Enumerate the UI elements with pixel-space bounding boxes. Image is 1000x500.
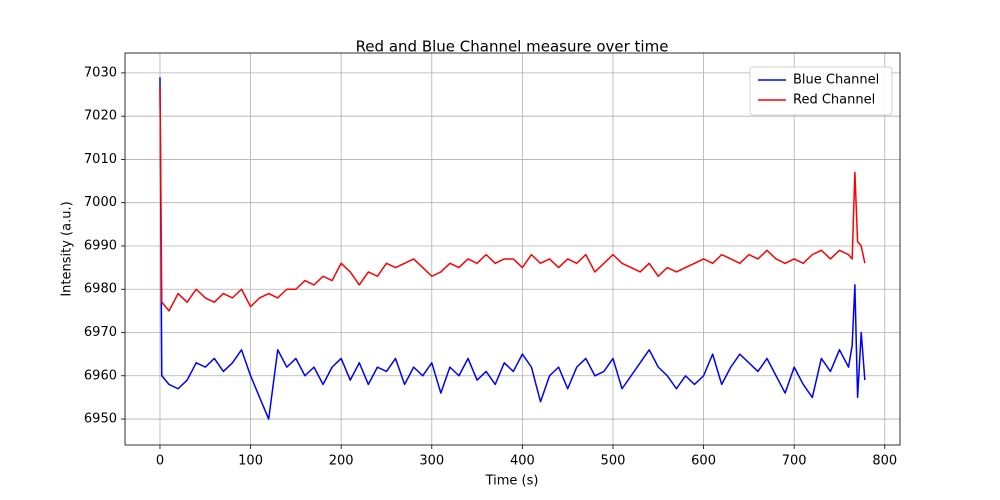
x-tick-label: 200 xyxy=(329,454,354,469)
y-tick-label: 6970 xyxy=(84,325,117,340)
x-tick-label: 600 xyxy=(691,454,716,469)
plot-frame xyxy=(124,52,901,446)
y-tick-label: 6950 xyxy=(84,412,117,427)
legend-label: Blue Channel xyxy=(793,73,879,88)
x-tick-label: 800 xyxy=(872,454,897,469)
legend-label: Red Channel xyxy=(793,93,875,108)
y-tick-label: 6990 xyxy=(84,238,117,253)
x-tick-label: 700 xyxy=(782,454,807,469)
legend-box xyxy=(749,66,893,116)
chart-title: Red and Blue Channel measure over time xyxy=(356,38,669,56)
x-tick-label: 0 xyxy=(156,454,164,469)
data-line xyxy=(159,77,866,420)
y-tick-label: 7030 xyxy=(84,65,117,80)
data-line xyxy=(159,85,866,312)
y-axis-label: Intensity (a.u.) xyxy=(60,201,75,296)
x-tick-label: 500 xyxy=(601,454,626,469)
x-tick-label: 100 xyxy=(238,454,263,469)
y-tick-label: 7010 xyxy=(84,152,117,167)
x-tick-label: 400 xyxy=(510,454,535,469)
y-tick-label: 6960 xyxy=(84,368,117,383)
legend: Blue Channel Red Channel xyxy=(749,66,893,116)
y-tick-label: 6980 xyxy=(84,282,117,297)
y-tick-label: 7000 xyxy=(84,195,117,210)
x-axis-label: Time (s) xyxy=(485,474,539,489)
x-tick-label: 300 xyxy=(419,454,444,469)
y-tick-label: 7020 xyxy=(84,109,117,124)
